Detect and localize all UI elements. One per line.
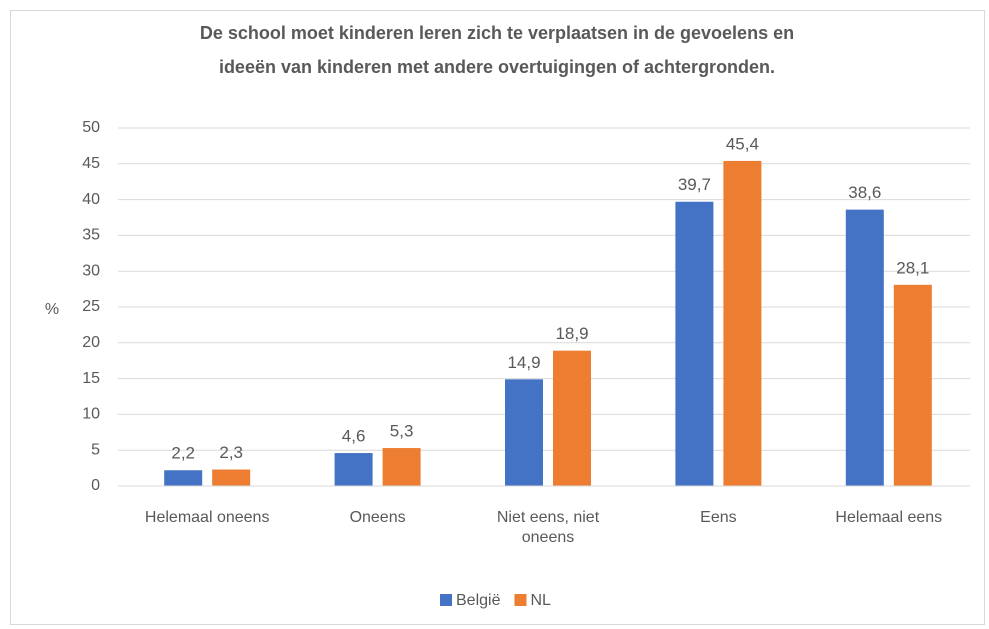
data-label: 45,4: [726, 134, 759, 153]
y-tick-label: 50: [82, 119, 100, 136]
bar: [675, 201, 714, 487]
y-tick-label: 10: [82, 406, 100, 423]
legend-label: NL: [530, 592, 551, 609]
x-tick-label: Oneens: [349, 509, 406, 526]
chart-title: De school moet kinderen leren zich te ve…: [200, 23, 794, 43]
bar: [845, 209, 884, 486]
y-tick-label: 5: [91, 441, 100, 458]
legend-swatch: [440, 594, 452, 606]
y-tick-label: 45: [82, 155, 100, 172]
bar: [334, 453, 373, 486]
x-tick-label: Helemaal oneens: [144, 509, 270, 526]
y-tick-label: 20: [82, 334, 100, 351]
data-label: 2,3: [219, 443, 243, 462]
data-label: 39,7: [678, 175, 711, 194]
data-label: 2,2: [171, 444, 195, 463]
bar: [893, 284, 932, 486]
y-tick-label: 0: [91, 477, 100, 494]
bar: [164, 470, 203, 486]
x-tick-label: Eens: [700, 509, 737, 526]
x-tick-label: Helemaal eens: [835, 509, 943, 526]
data-label: 4,6: [342, 427, 366, 446]
bar: [553, 350, 591, 486]
data-label: 14,9: [507, 353, 540, 372]
y-tick-label: 25: [82, 298, 100, 315]
bar: [505, 379, 543, 486]
y-tick-label: 35: [82, 227, 100, 244]
bar: [382, 448, 421, 486]
y-axis-label: %: [45, 301, 59, 318]
data-label: 28,1: [896, 258, 929, 277]
data-label: 18,9: [555, 324, 588, 343]
y-tick-label: 15: [82, 370, 100, 387]
chart-title: ideeën van kinderen met andere overtuigi…: [219, 57, 775, 77]
x-tick-label: Niet eens, niet oneens: [496, 509, 600, 546]
bar: [723, 160, 762, 486]
data-label: 38,6: [848, 183, 881, 202]
legend-swatch: [514, 594, 527, 606]
data-label: 5,3: [390, 422, 414, 441]
bar: [212, 469, 251, 486]
legend-label: België: [456, 592, 501, 609]
y-tick-label: 40: [82, 191, 100, 208]
y-tick-label: 30: [82, 262, 100, 279]
chart-border: [10, 10, 985, 625]
